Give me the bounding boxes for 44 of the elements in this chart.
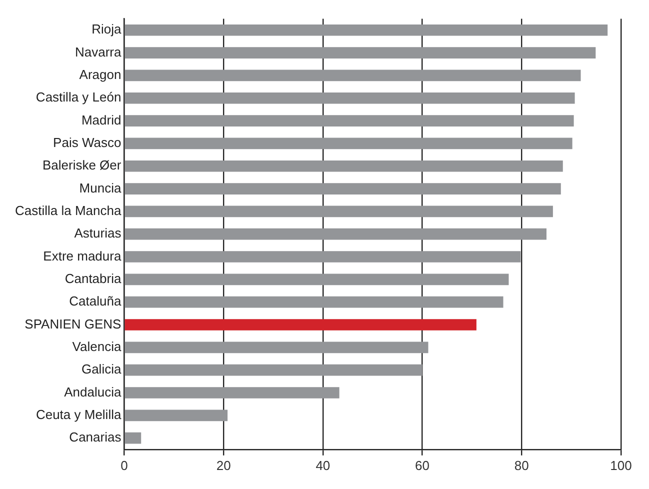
y-tick-label: Galicia (81, 362, 122, 377)
y-tick-label: Aragon (79, 67, 122, 82)
bar (124, 24, 608, 36)
x-tick-label: 60 (415, 458, 430, 473)
bar (124, 432, 142, 444)
x-tick-label: 100 (610, 458, 632, 473)
x-tick-label: 20 (216, 458, 231, 473)
bar (124, 115, 574, 126)
bar (124, 183, 561, 194)
y-tick-label: Extre madura (43, 248, 122, 264)
y-tick-label: Rioja (92, 22, 122, 37)
bar (124, 160, 563, 172)
bar (124, 228, 546, 240)
bar (124, 138, 572, 150)
bar (124, 47, 596, 58)
bar (124, 92, 575, 104)
bar (124, 274, 509, 286)
y-tick-label: Castilla la Mancha (14, 203, 122, 218)
x-tick-label: 0 (120, 458, 128, 473)
y-tick-label: Asturias (74, 226, 122, 241)
y-tick-label: Cantabria (64, 271, 122, 286)
y-tick-label: SPANIEN GENS (24, 316, 122, 332)
y-tick-label: Cataluña (69, 294, 122, 309)
bar (124, 364, 422, 376)
y-tick-label: Madrid (81, 112, 122, 128)
bar (124, 70, 581, 82)
y-tick-label: Castilla y León (36, 90, 122, 105)
y-tick-label: Navarra (74, 44, 122, 60)
y-tick-label: Pais Wasco (53, 135, 122, 150)
y-tick-label: Valencia (72, 338, 122, 354)
x-tick-label: 40 (316, 458, 330, 473)
bar (124, 410, 228, 422)
x-tick-label: 80 (514, 458, 529, 473)
bar (124, 206, 553, 218)
y-tick-label: Andalucia (64, 384, 122, 400)
bar (124, 251, 521, 262)
bar (124, 387, 340, 398)
y-tick-label: Ceuta y Melilla (36, 406, 122, 422)
y-tick-label: Muncia (79, 180, 122, 196)
bar (124, 296, 504, 308)
bar (124, 342, 428, 354)
y-tick-label: Canarias (69, 430, 122, 445)
bar (124, 319, 476, 330)
y-tick-label: Baleriske Øer (42, 158, 122, 173)
